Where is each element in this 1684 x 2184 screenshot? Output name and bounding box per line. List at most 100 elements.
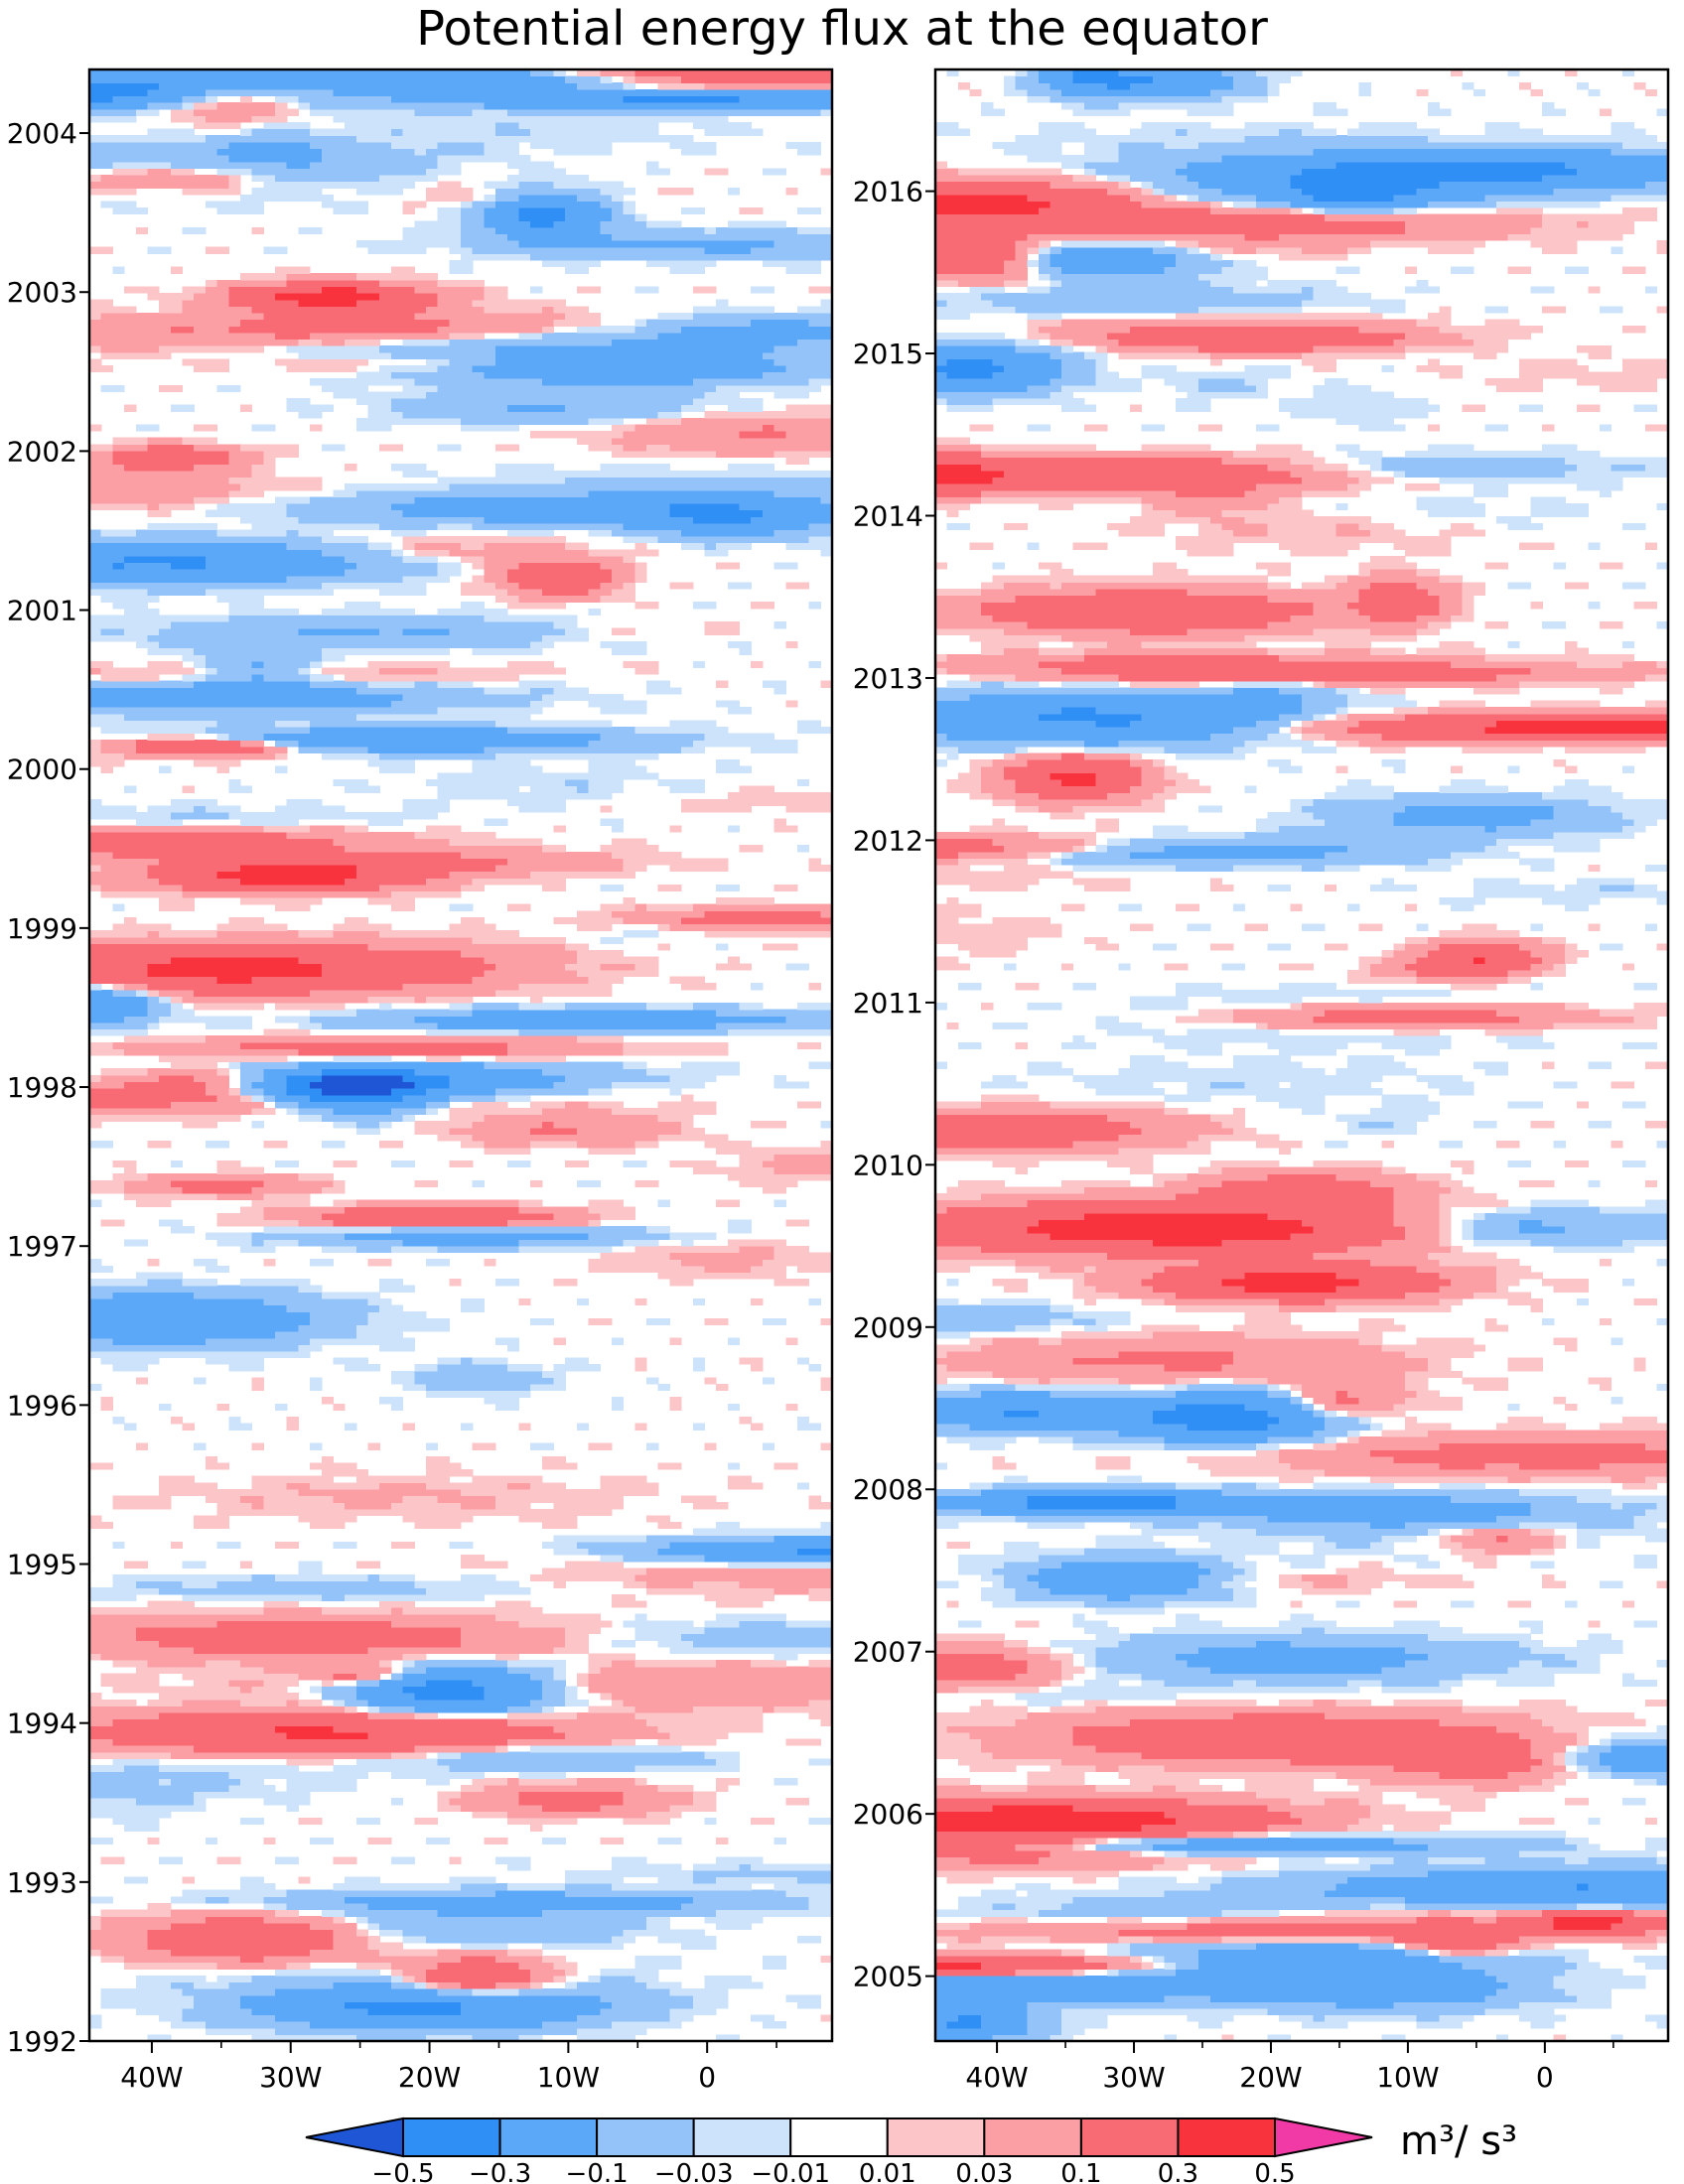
field-cell: [216, 1239, 253, 1247]
field-cell: [1393, 1620, 1440, 1628]
field-cell: [1473, 687, 1520, 695]
field-cell: [263, 1666, 392, 1674]
field-cell: [1095, 825, 1120, 833]
field-cell: [704, 1442, 717, 1450]
field-cell: [739, 1003, 764, 1011]
field-cell: [773, 358, 833, 366]
field-cell: [1553, 1541, 1566, 1550]
field-cell: [785, 700, 798, 708]
field-cell: [611, 424, 635, 432]
field-cell: [1050, 1653, 1073, 1661]
field-cell: [239, 1883, 276, 1891]
field-cell: [1038, 1909, 1222, 1917]
field-cell: [506, 575, 613, 583]
field-cell: [228, 785, 253, 793]
field-cell: [1588, 923, 1601, 931]
field-cell: [935, 693, 971, 702]
field-cell: [1302, 707, 1337, 715]
field-cell: [935, 444, 982, 452]
field-cell: [1530, 923, 1543, 931]
x-tick-label: 0: [698, 2061, 716, 2094]
field-cell: [1141, 364, 1177, 373]
field-cell: [251, 1094, 264, 1102]
field-cell: [1278, 2014, 1315, 2022]
field-cell: [194, 1981, 229, 1989]
field-cell: [1313, 102, 1337, 110]
field-cell: [355, 687, 485, 695]
field-cell: [576, 82, 625, 90]
field-cell: [1633, 82, 1646, 90]
field-cell: [1313, 293, 1371, 301]
field-cell: [1565, 1344, 1578, 1352]
field-cell: [1027, 384, 1062, 392]
field-cell: [669, 865, 729, 873]
field-cell: [449, 1081, 555, 1089]
field-cell: [518, 1206, 590, 1214]
field-cell: [1381, 733, 1669, 741]
field-cell: [286, 1731, 369, 1740]
field-cell: [298, 226, 323, 235]
field-cell: [1530, 1764, 1566, 1773]
field-cell: [472, 1475, 543, 1483]
field-cell: [1176, 1613, 1199, 1621]
field-cell: [808, 1495, 821, 1503]
field-cell: [1232, 286, 1303, 294]
field-cell: [1060, 903, 1085, 911]
field-cell: [1232, 450, 1315, 459]
field-cell: [1335, 765, 1348, 773]
field-cell: [251, 674, 264, 682]
field-cell: [461, 1561, 508, 1569]
field-cell: [228, 477, 323, 484]
field-cell: [530, 1384, 566, 1392]
field-cell: [1576, 1535, 1601, 1543]
field-cell: [1106, 1593, 1131, 1602]
field-cell: [425, 1107, 439, 1116]
field-cell: [935, 713, 1040, 721]
field-cell: [1370, 1259, 1440, 1267]
field-cell: [727, 1239, 786, 1247]
field-cell: [518, 194, 578, 202]
field-cell: [611, 213, 635, 221]
field-cell: [992, 358, 1062, 366]
field-cell: [194, 1791, 311, 1799]
field-cell: [1519, 1784, 1555, 1793]
field-cell: [1198, 384, 1257, 392]
field-cell: [992, 141, 1062, 150]
field-cell: [1656, 240, 1669, 248]
field-cell: [808, 1758, 833, 1766]
field-cell: [1050, 1936, 1120, 1944]
field-cell: [170, 266, 184, 274]
field-cell: [263, 1239, 299, 1247]
field-cell: [751, 319, 810, 327]
field-cell: [135, 529, 218, 537]
field-cell: [1187, 1922, 1555, 1931]
field-cell: [472, 1009, 717, 1017]
field-cell: [147, 647, 195, 655]
field-cell: [1176, 1699, 1257, 1706]
field-cell: [1095, 1265, 1166, 1274]
field-cell: [1176, 1377, 1199, 1385]
field-cell: [553, 1212, 601, 1221]
field-cell: [437, 1751, 462, 1759]
field-cell: [275, 752, 288, 760]
field-cell: [1278, 496, 1303, 504]
colorbar-box: [498, 2117, 599, 2157]
field-cell: [1427, 1430, 1669, 1437]
field-cell: [1083, 1297, 1097, 1306]
field-cell: [1381, 1666, 1509, 1674]
field-cell: [692, 1640, 833, 1648]
field-cell: [1427, 1942, 1497, 1950]
field-cell: [449, 838, 543, 846]
field-cell: [1278, 1869, 1429, 1878]
field-cell: [1462, 595, 1474, 603]
field-cell: [796, 778, 810, 787]
field-cell: [1416, 627, 1440, 635]
field-cell: [1130, 851, 1326, 859]
field-cell: [1335, 444, 1360, 452]
field-cell: [1313, 194, 1394, 202]
field-cell: [484, 181, 520, 189]
field-cell: [263, 1896, 346, 1904]
field-cell: [1370, 1449, 1669, 1457]
field-cell: [935, 1252, 1108, 1260]
field-cell: [1278, 1573, 1303, 1582]
